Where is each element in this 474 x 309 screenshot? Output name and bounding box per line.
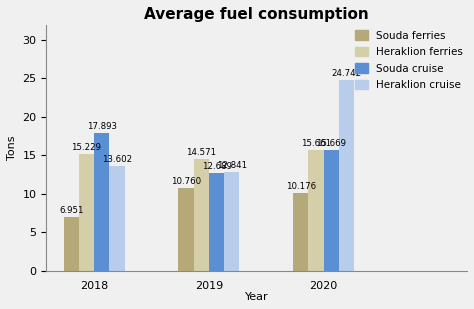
Text: 15.661: 15.661	[301, 139, 331, 148]
Bar	[178, 188, 193, 271]
Text: 24.742: 24.742	[331, 70, 362, 78]
Text: 14.571: 14.571	[186, 148, 216, 157]
Bar	[324, 150, 339, 271]
Bar	[339, 80, 354, 271]
Text: 10.176: 10.176	[286, 182, 316, 191]
Text: 12.689: 12.689	[201, 162, 231, 171]
Bar	[293, 193, 308, 271]
Bar	[193, 159, 209, 271]
Bar	[224, 172, 239, 271]
Text: 15.669: 15.669	[316, 139, 346, 148]
Text: 17.893: 17.893	[87, 122, 117, 131]
X-axis label: Year: Year	[245, 292, 268, 302]
Bar	[209, 173, 224, 271]
Bar	[109, 166, 125, 271]
Text: 13.602: 13.602	[102, 155, 132, 164]
Text: 6.951: 6.951	[59, 206, 83, 215]
Bar	[308, 150, 324, 271]
Bar	[64, 218, 79, 271]
Text: 12.841: 12.841	[217, 161, 247, 170]
Y-axis label: Tons: Tons	[7, 135, 17, 160]
Text: 10.760: 10.760	[171, 177, 201, 186]
Text: 15.229: 15.229	[72, 143, 101, 152]
Title: Average fuel consumption: Average fuel consumption	[144, 7, 369, 22]
Bar	[79, 154, 94, 271]
Bar	[94, 133, 109, 271]
Legend: Souda ferries, Heraklion ferries, Souda cruise, Heraklion cruise: Souda ferries, Heraklion ferries, Souda …	[352, 27, 466, 93]
